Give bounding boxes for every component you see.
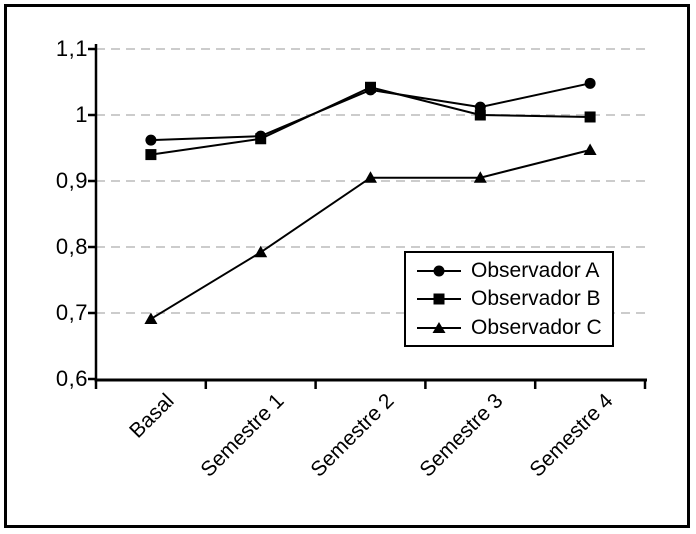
square-marker [365,81,376,93]
circle-marker [584,77,596,89]
y-tick-label: 0,9 [55,168,88,193]
y-tick-label: 0,6 [55,366,88,391]
y-tick-label: 1 [75,102,88,127]
circle-marker-icon [417,265,461,276]
triangle-marker-icon [417,321,461,333]
legend-label: Observador A [471,258,600,282]
series-lines-and-markers [144,77,597,324]
triangle-marker [583,143,597,155]
legend-box: Observador A Observador B Observador C [404,251,614,347]
y-tick-label: 0,8 [55,234,88,259]
square-marker-icon [417,293,461,305]
legend-item-observador-b: Observador B [416,288,612,310]
legend-item-observador-a: Observador A [416,258,612,282]
legend-label: Observador B [471,287,601,310]
triangle-marker [364,171,377,183]
square-marker [255,133,267,145]
triangle-marker [473,171,487,183]
legend-label: Observador C [471,315,602,339]
triangle-marker [254,245,268,258]
square-marker [584,111,596,123]
y-tick-label: 0,7 [55,300,88,325]
square-marker [474,109,486,121]
y-tick-label: 1,1 [55,36,88,61]
triangle-marker [144,312,158,324]
legend-item-observador-c: Observador C [416,315,612,339]
circle-marker [145,134,157,146]
square-marker [145,149,157,161]
axes [88,44,647,389]
